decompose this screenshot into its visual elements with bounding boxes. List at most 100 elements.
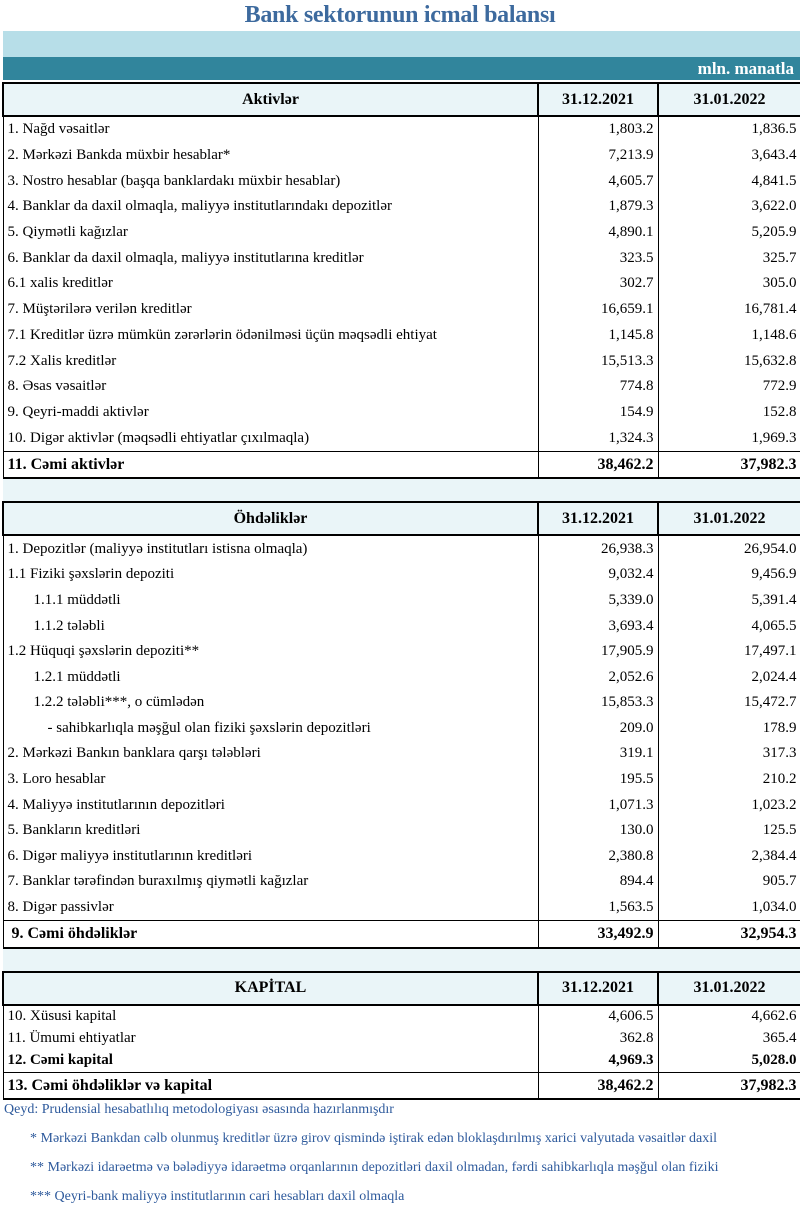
table-row: 8. Əsas vəsaitlər 774.8 772.9 xyxy=(2,373,800,400)
row-value: 3,693.4 xyxy=(537,613,659,639)
row-label: 4. Banklar da daxil olmaqla, maliyyə ins… xyxy=(2,194,539,220)
row-value: 152.8 xyxy=(657,399,800,426)
section-header: Öhdəliklər 31.12.2021 31.01.2022 xyxy=(2,501,800,537)
row-label: 11. Ümumi ehtiyatlar xyxy=(2,1027,539,1050)
row-value: 210.2 xyxy=(657,766,800,793)
section-gap xyxy=(3,947,800,972)
column-header: 31.01.2022 xyxy=(657,501,800,537)
table-row: - sahibkarlıqla məşğul olan fiziki şəxsl… xyxy=(2,715,800,742)
row-label: 1.2 Hüquqi şəxslərin depoziti** xyxy=(2,638,539,665)
total-value: 37,982.3 xyxy=(657,450,800,480)
column-header: 31.12.2021 xyxy=(537,82,659,117)
table-row: 7.2 Xalis kreditlər 15,513.3 15,632.8 xyxy=(2,348,800,374)
total-label: 13. Cəmi öhdəliklər və kapital xyxy=(2,1071,539,1101)
row-value: 774.8 xyxy=(537,373,659,400)
row-value: 1,969.3 xyxy=(657,425,800,452)
row-value: 1,034.0 xyxy=(657,894,800,921)
table-row: 1.1 Fiziki şəxslərin depoziti 9,032.4 9,45… xyxy=(2,562,800,588)
total-value: 37,982.3 xyxy=(657,1071,800,1101)
table-row: 3. Loro hesablar 195.5 210.2 xyxy=(2,766,800,793)
row-value: 4,969.3 xyxy=(537,1049,659,1073)
row-value: 3,622.0 xyxy=(657,194,800,220)
row-value: 319.1 xyxy=(537,741,659,767)
row-value: 4,662.6 xyxy=(657,1004,800,1028)
row-value: 1,563.5 xyxy=(537,894,659,921)
table-row: 5. Qiymətli kağızlar 4,890.1 5,205.9 xyxy=(2,219,800,246)
row-label: 7. Banklar tərəfindən buraxılmış qiymətl… xyxy=(2,869,539,895)
row-value: 178.9 xyxy=(657,715,800,742)
total-value: 33,492.9 xyxy=(537,920,659,949)
total-value: 32,954.3 xyxy=(657,920,800,949)
row-value: 4,065.5 xyxy=(657,613,800,639)
table-row: 8. Digər passivlər 1,563.5 1,034.0 xyxy=(2,894,800,921)
note-2: ** Mərkəzi idarəetmə və bələdiyyə idarəe… xyxy=(30,1160,719,1175)
column-header: 31.12.2021 xyxy=(537,970,659,1006)
table-row: 7.1 Kreditlər üzrə mümkün zərərlərin ödə… xyxy=(2,322,800,349)
row-label: 5. Bankların kreditləri xyxy=(2,817,539,844)
table-row: 1. Depozitlər (maliyyə institutları isti… xyxy=(2,535,800,563)
section-header: KAPİTAL 31.12.2021 31.01.2022 xyxy=(2,970,800,1006)
row-value: 26,954.0 xyxy=(657,535,800,563)
table-row: 1.1.1 müddətli 5,339.0 5,391.4 xyxy=(2,587,800,614)
row-value: 2,384.4 xyxy=(657,843,800,870)
row-label: 4. Maliyyə institutlarının depozitləri xyxy=(2,792,539,818)
total-label: 11. Cəmi aktivlər xyxy=(2,450,539,480)
table-row: 6. Banklar da daxil olmaqla, maliyyə ins… xyxy=(2,245,800,272)
table-row: 10. Xüsusi kapital 4,606.5 4,662.6 xyxy=(2,1004,800,1028)
row-label: 6. Banklar da daxil olmaqla, maliyyə ins… xyxy=(2,245,539,272)
row-label: 7. Müştərilərə verilən kreditlər xyxy=(2,296,539,323)
row-label: 10. Xüsusi kapital xyxy=(2,1004,539,1028)
row-label: 8. Digər passivlər xyxy=(2,894,539,921)
table-row: 10. Digər aktivlər (məqsədli ehtiyatlar … xyxy=(2,425,800,452)
header-band xyxy=(3,31,800,57)
table-row: 1.2.1 müddətli 2,052.6 2,024.4 xyxy=(2,664,800,690)
table-row: 1.1.2 tələbli 3,693.4 4,065.5 xyxy=(2,613,800,639)
table-row: 4. Banklar da daxil olmaqla, maliyyə ins… xyxy=(2,194,800,220)
section-gap xyxy=(3,478,800,503)
row-value: 16,659.1 xyxy=(537,296,659,323)
row-label: 6.1 xalis kreditlər xyxy=(2,271,539,297)
row-label: 1.2.2 tələbli***, o cümlədən xyxy=(2,690,539,716)
row-value: 2,024.4 xyxy=(657,664,800,690)
row-value: 1,879.3 xyxy=(537,194,659,220)
row-label: 1. Depozitlər (maliyyə institutları isti… xyxy=(2,535,539,563)
note-1: * Mərkəzi Bankdan cəlb olunmuş kreditlər… xyxy=(30,1131,717,1146)
table-row: 1.2.2 tələbli***, o cümlədən 15,853.3 15,4… xyxy=(2,690,800,716)
row-value: 17,905.9 xyxy=(537,638,659,665)
row-value: 365.4 xyxy=(657,1027,800,1050)
row-value: 5,205.9 xyxy=(657,219,800,246)
section-header: Aktivlər 31.12.2021 31.01.2022 xyxy=(2,82,800,117)
total-value: 38,462.2 xyxy=(537,450,659,480)
table-row: 4. Maliyyə institutlarının depozitləri 1,… xyxy=(2,792,800,818)
row-label: 1.1.2 tələbli xyxy=(2,613,539,639)
row-value: 15,472.7 xyxy=(657,690,800,716)
row-value: 1,836.5 xyxy=(657,116,800,143)
total-label: 9. Cəmi öhdəliklər xyxy=(2,920,539,949)
total-row: 11. Cəmi aktivlər 38,462.2 37,982.3 xyxy=(2,450,800,480)
table-row: 12. Cəmi kapital 4,969.3 5,028.0 xyxy=(2,1049,800,1073)
balance-table: Aktivlər 31.12.2021 31.01.2022 1. Nağd vəsa… xyxy=(2,82,800,1101)
row-value: 2,052.6 xyxy=(537,664,659,690)
row-value: 5,339.0 xyxy=(537,587,659,614)
total-value: 38,462.2 xyxy=(537,1071,659,1101)
table-row: 6.1 xalis kreditlər 302.7 305.0 xyxy=(2,271,800,297)
row-value: 305.0 xyxy=(657,271,800,297)
unit-label: mln. manatla xyxy=(3,57,800,80)
row-value: 905.7 xyxy=(657,869,800,895)
note-main: Qeyd: Prudensial hesabatlılıq metodologi… xyxy=(4,1102,394,1117)
table-row: 5. Bankların kreditləri 130.0 125.5 xyxy=(2,817,800,844)
row-label: 1.1 Fiziki şəxslərin depoziti xyxy=(2,562,539,588)
row-value: 317.3 xyxy=(657,741,800,767)
column-header: 31.01.2022 xyxy=(657,970,800,1006)
row-value: 1,023.2 xyxy=(657,792,800,818)
row-value: 1,803.2 xyxy=(537,116,659,143)
page-title: Bank sektorunun icmal balansı xyxy=(244,2,556,28)
row-value: 2,380.8 xyxy=(537,843,659,870)
total-row: 9. Cəmi öhdəliklər 33,492.9 32,954.3 xyxy=(2,920,800,949)
section-title: KAPİTAL xyxy=(2,970,539,1006)
section-title: Aktivlər xyxy=(2,82,539,117)
total-row: 13. Cəmi öhdəliklər və kapital 38,462.2 37… xyxy=(2,1071,800,1101)
notes: Qeyd: Prudensial hesabatlılıq metodologi… xyxy=(4,1102,718,1218)
row-value: 362.8 xyxy=(537,1027,659,1050)
row-value: 302.7 xyxy=(537,271,659,297)
